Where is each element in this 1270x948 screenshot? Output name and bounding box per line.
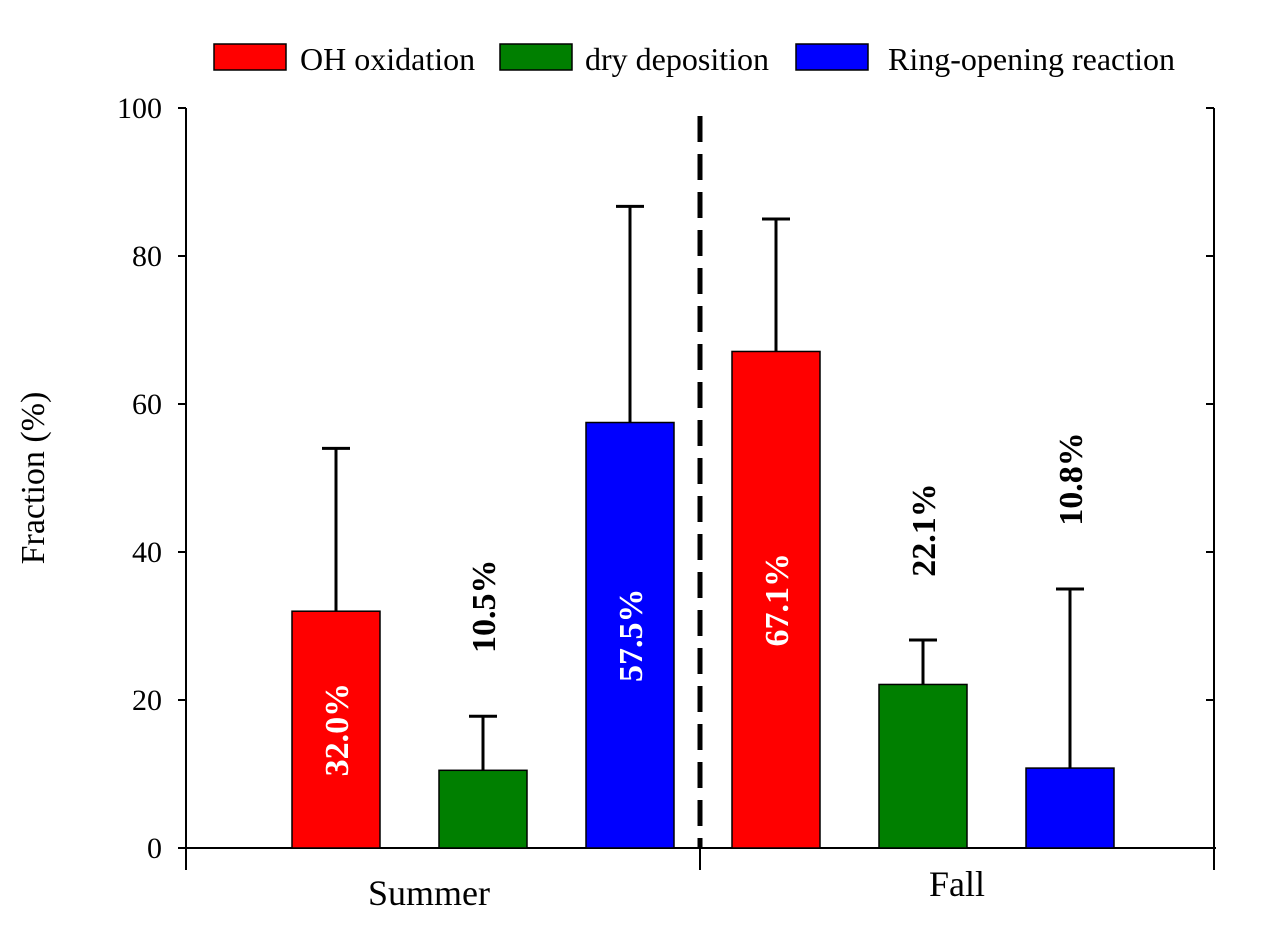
y-tick-label-100: 100	[117, 92, 162, 125]
group-label-summer: Summer	[368, 873, 490, 913]
y-tick-label-0: 0	[147, 832, 162, 865]
legend-label-ring-opening-reaction: Ring-opening reaction	[888, 41, 1175, 77]
data-label-summer-oh-oxidation: 32.0%	[319, 683, 356, 777]
legend-swatch-ring-opening-reaction	[795, 43, 869, 71]
bar-summer-dry-deposition	[438, 769, 528, 849]
data-label-fall-oh-oxidation: 67.1%	[759, 553, 796, 647]
data-label-fall-ring-opening-reaction: 10.8%	[1053, 432, 1090, 526]
bar-fall-ring-opening-reaction	[1025, 767, 1115, 849]
bar-summer-ring-opening-reaction	[585, 421, 675, 849]
legend-label-oh-oxidation: OH oxidation	[300, 41, 475, 77]
y-tick-label-40: 40	[132, 536, 162, 569]
plot-area: 0 20 40 60 80 100 Fraction (%) Summer Fall 32.0% 1…	[15, 92, 1216, 913]
group-label-fall: Fall	[929, 864, 985, 904]
data-label-summer-ring-opening-reaction: 57.5%	[613, 589, 650, 683]
legend-swatch-dry-deposition	[499, 43, 573, 71]
data-label-summer-dry-deposition: 10.5%	[466, 560, 503, 654]
y-tick-label-20: 20	[132, 684, 162, 717]
bar-fall-dry-deposition	[878, 683, 968, 849]
y-tick-label-60: 60	[132, 388, 162, 421]
y-axis-title: Fraction (%)	[15, 392, 52, 565]
legend: OH oxidation dry deposition Ring-opening r…	[213, 41, 1175, 77]
y-tick-label-80: 80	[132, 240, 162, 273]
legend-label-dry-deposition: dry deposition	[585, 41, 769, 77]
legend-swatch-oh-oxidation	[213, 43, 287, 71]
bar-fall-oh-oxidation	[731, 350, 821, 849]
data-label-fall-dry-deposition: 22.1%	[906, 483, 943, 577]
